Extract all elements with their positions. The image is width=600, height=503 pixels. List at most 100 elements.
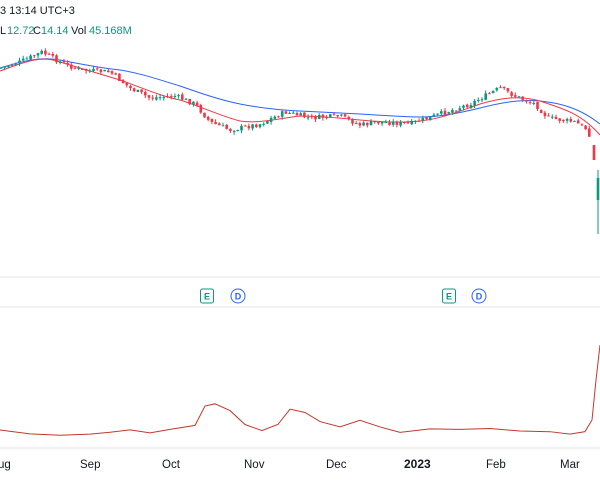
candle-body <box>551 116 554 118</box>
candle-body <box>380 121 384 124</box>
candle-body <box>432 114 436 117</box>
candle-body <box>232 131 236 133</box>
candle-body <box>203 112 206 118</box>
candle-body <box>243 125 247 127</box>
candle-body <box>236 129 240 131</box>
earnings-marker[interactable]: E <box>200 288 214 304</box>
candle-body <box>258 124 262 128</box>
candle-body <box>125 82 129 86</box>
candle-body <box>565 118 569 121</box>
dividend-marker[interactable]: D <box>471 288 487 304</box>
candle-body <box>329 114 332 117</box>
candle-body <box>114 73 117 75</box>
candle-body <box>592 145 596 160</box>
candle-body <box>14 64 18 66</box>
candle-body <box>521 96 524 100</box>
earnings-marker[interactable]: E <box>442 288 456 304</box>
candle-body <box>525 100 528 102</box>
candle-body <box>40 50 43 54</box>
candle-body <box>514 95 517 97</box>
candle-body <box>314 116 317 120</box>
candle-body <box>184 98 188 100</box>
header-vol-value: 45.168M <box>89 25 132 37</box>
candle-body <box>558 118 561 121</box>
candle-body <box>140 89 143 93</box>
candle-body <box>240 125 243 131</box>
candle-body <box>84 68 88 71</box>
candle-body <box>414 120 417 122</box>
dividend-marker-label: D <box>235 292 242 302</box>
candle-body <box>362 122 365 126</box>
candle-body <box>225 124 228 129</box>
candle-body <box>506 88 510 92</box>
candle-body <box>576 120 580 124</box>
candle-body <box>66 62 69 64</box>
candle-body <box>480 99 484 101</box>
header-low-label: L <box>0 25 6 37</box>
header-close-value: 14.14 <box>41 25 69 37</box>
candle-body <box>251 124 254 129</box>
candle-body <box>255 124 258 128</box>
candle-body <box>92 69 95 72</box>
dividend-marker[interactable]: D <box>230 288 246 304</box>
x-tick-label: Mar <box>560 459 580 471</box>
candle-body <box>417 120 421 122</box>
candle-body <box>336 115 339 117</box>
volume-line <box>0 344 600 436</box>
candle-body <box>103 69 106 72</box>
ma-fast-line <box>0 58 600 136</box>
x-tick-label: Sep <box>80 459 100 471</box>
candle-body <box>144 91 147 96</box>
candle-body <box>403 121 406 123</box>
candle-body <box>58 61 62 64</box>
candle-body <box>229 128 232 132</box>
candle-body <box>18 60 21 64</box>
candle-body <box>3 66 6 68</box>
candle-body <box>491 90 495 94</box>
candle-body <box>299 113 302 116</box>
candle-body <box>484 93 487 100</box>
candle-body <box>495 87 499 91</box>
candle-body <box>303 112 306 118</box>
candle-body <box>284 111 288 114</box>
candle-body <box>354 123 358 125</box>
candles-layer <box>0 48 600 234</box>
candle-body <box>454 110 458 112</box>
candle-body <box>129 85 132 89</box>
candle-body <box>36 53 40 56</box>
candle-body <box>273 116 277 119</box>
candle-body <box>206 116 210 120</box>
candle-body <box>155 97 158 100</box>
candle-body <box>169 96 173 98</box>
candle-body <box>399 121 402 126</box>
candle-body <box>347 116 351 120</box>
candle-body <box>73 67 77 69</box>
candle-body <box>443 110 447 115</box>
candle-body <box>25 58 29 60</box>
candle-body <box>580 124 584 126</box>
candle-body <box>510 92 513 96</box>
x-tick-label: 2023 <box>404 457 431 471</box>
candle-body <box>384 122 388 124</box>
candle-body <box>33 55 36 57</box>
candle-body <box>162 97 166 99</box>
candle-body <box>166 96 169 98</box>
candle-body <box>517 96 521 98</box>
header-time: 3 13:14 UTC+3 <box>0 5 75 17</box>
candle-body <box>373 120 376 123</box>
candle-body <box>247 126 251 129</box>
candle-body <box>543 112 547 117</box>
candle-body <box>199 104 203 113</box>
candle-body <box>77 68 80 70</box>
candle-body <box>99 69 103 73</box>
candle-body <box>469 105 473 109</box>
candle-body <box>292 112 295 114</box>
x-tick-label: Feb <box>486 459 506 471</box>
earnings-marker-label: E <box>446 292 452 302</box>
candle-body <box>473 100 476 106</box>
candle-body <box>47 53 51 55</box>
candle-body <box>121 80 125 84</box>
dividend-marker-label: D <box>476 292 483 302</box>
candle-body <box>340 114 343 116</box>
